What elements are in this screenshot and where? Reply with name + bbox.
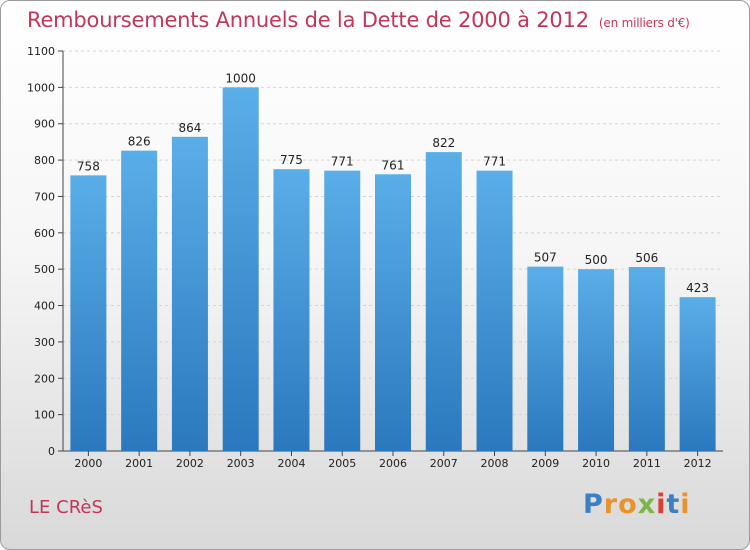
- proxiti-logo: Proxiti: [583, 489, 691, 520]
- data-label-2009: 507: [534, 251, 557, 265]
- y-tick-label: 900: [34, 118, 55, 131]
- bar-2005: [324, 170, 361, 452]
- y-tick-label: 200: [34, 372, 55, 385]
- y-tick-label: 800: [34, 154, 55, 167]
- y-tick-label: 1000: [27, 81, 55, 94]
- data-label-2000: 758: [77, 159, 100, 173]
- x-tick-label: 2010: [582, 457, 610, 470]
- y-tick-label: 500: [34, 263, 55, 276]
- bar-2003: [222, 87, 259, 451]
- logo-letter: t: [666, 489, 681, 520]
- data-label-2007: 822: [432, 136, 455, 150]
- y-tick-label: 1100: [27, 45, 55, 58]
- y-tick-label: 100: [34, 409, 55, 422]
- bar-2011: [628, 267, 665, 451]
- bar-2006: [375, 174, 411, 452]
- y-tick-label: 0: [48, 445, 55, 458]
- logo-letter: P: [583, 489, 604, 520]
- logo-letter: i: [680, 489, 691, 520]
- x-tick-label: 2004: [277, 457, 305, 470]
- x-tick-label: 2008: [481, 457, 509, 470]
- x-tick-label: 2000: [74, 457, 102, 470]
- data-label-2011: 506: [635, 251, 658, 265]
- data-label-2001: 826: [128, 135, 151, 149]
- logo-letter: x: [637, 489, 657, 520]
- data-label-2002: 864: [178, 121, 201, 135]
- data-label-2010: 500: [585, 253, 608, 267]
- bar-2008: [476, 170, 513, 452]
- logo-letter: r: [603, 489, 619, 520]
- data-label-2005: 771: [331, 155, 354, 169]
- bar-2007: [425, 152, 462, 451]
- chart-title-text: Remboursements Annuels de la Dette de 20…: [27, 8, 589, 32]
- y-tick-label: 600: [34, 227, 55, 240]
- commune-name: LE CRèS: [29, 497, 103, 518]
- x-tick-label: 2005: [328, 457, 356, 470]
- y-tick-label: 400: [34, 300, 55, 313]
- data-label-2008: 771: [483, 155, 506, 169]
- x-tick-label: 2012: [684, 457, 712, 470]
- x-tick-label: 2011: [633, 457, 661, 470]
- data-label-2006: 761: [382, 158, 405, 172]
- x-tick-label: 2009: [531, 457, 559, 470]
- chart-subtitle: (en milliers d'€): [598, 16, 690, 30]
- x-tick-label: 2006: [379, 457, 407, 470]
- y-tick-label: 700: [34, 190, 55, 203]
- bar-2009: [527, 266, 564, 451]
- bar-2012: [679, 297, 716, 451]
- x-tick-label: 2003: [227, 457, 255, 470]
- x-tick-label: 2002: [176, 457, 204, 470]
- bar-2004: [273, 169, 310, 451]
- data-label-2012: 423: [686, 281, 709, 295]
- bar-2000: [70, 175, 107, 451]
- logo-letter: o: [618, 489, 638, 520]
- bar-2001: [121, 150, 158, 452]
- data-label-2003: 1000: [225, 71, 256, 85]
- data-label-2004: 775: [280, 153, 303, 167]
- bar-2010: [578, 269, 615, 451]
- bar-2002: [171, 136, 208, 451]
- x-tick-label: 2007: [430, 457, 458, 470]
- chart-title: Remboursements Annuels de la Dette de 20…: [27, 8, 690, 32]
- y-tick-label: 300: [34, 336, 55, 349]
- x-tick-label: 2001: [125, 457, 153, 470]
- logo-letter: i: [656, 489, 667, 520]
